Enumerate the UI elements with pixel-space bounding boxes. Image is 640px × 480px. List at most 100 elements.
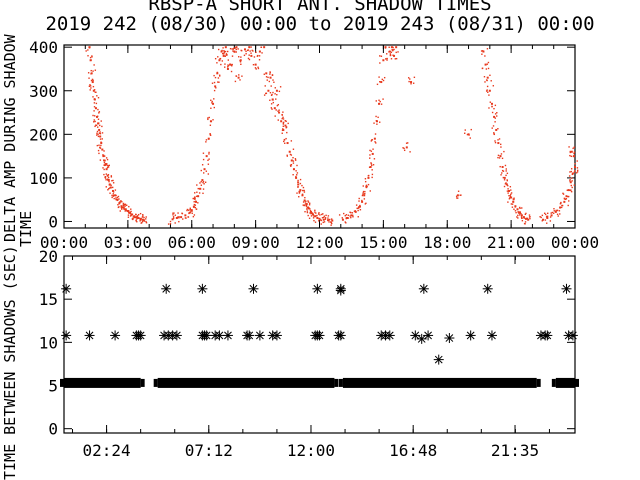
data-point	[362, 185, 364, 187]
data-point	[184, 214, 187, 217]
data-point	[122, 202, 125, 205]
data-point	[224, 63, 226, 65]
data-point	[324, 217, 327, 219]
data-point	[261, 52, 263, 54]
data-point	[553, 208, 555, 210]
data-point	[330, 224, 332, 226]
data-point	[304, 211, 306, 213]
data-point	[363, 194, 366, 197]
data-point	[345, 217, 347, 219]
data-point	[546, 216, 549, 219]
data-point	[96, 130, 99, 133]
y-tick-label: 5	[48, 377, 58, 396]
data-point	[494, 113, 497, 115]
data-point	[301, 193, 304, 195]
data-point	[210, 120, 213, 123]
data-point	[93, 119, 95, 121]
data-point	[172, 216, 175, 218]
data-point	[106, 163, 108, 165]
data-point	[486, 79, 488, 82]
data-point	[364, 180, 367, 183]
data-point	[207, 173, 210, 175]
data-point	[204, 181, 207, 183]
data-point	[167, 223, 170, 225]
data-point	[126, 204, 128, 206]
data-point	[480, 50, 483, 52]
data-point	[307, 200, 309, 202]
data-point	[381, 78, 384, 81]
data-point	[224, 46, 227, 49]
data-point	[92, 89, 95, 92]
data-point	[230, 70, 233, 73]
data-point	[375, 120, 378, 122]
data-point	[202, 158, 205, 161]
data-point	[173, 212, 175, 214]
data-point	[516, 216, 518, 218]
data-point	[92, 96, 94, 98]
dense-band	[342, 377, 537, 388]
data-point	[503, 176, 506, 179]
data-point	[126, 210, 128, 212]
data-point	[493, 133, 495, 135]
data-point	[283, 139, 286, 141]
data-point	[199, 187, 202, 190]
data-point	[487, 67, 490, 70]
data-point	[364, 192, 366, 195]
data-point	[221, 52, 224, 55]
data-point	[352, 216, 354, 218]
data-point	[105, 179, 107, 181]
data-point	[194, 198, 196, 201]
data-point	[305, 204, 308, 207]
data-point	[379, 55, 381, 57]
data-point	[286, 154, 288, 157]
data-point	[111, 180, 113, 182]
data-point	[292, 174, 294, 176]
data-point	[134, 216, 137, 219]
data-point	[485, 90, 488, 92]
data-point	[569, 150, 571, 153]
x-tick-label: 18:00	[423, 233, 471, 252]
data-point	[290, 140, 293, 142]
data-point	[270, 85, 272, 87]
data-point	[382, 79, 385, 82]
data-point	[181, 212, 184, 215]
data-point	[191, 210, 193, 212]
data-point	[393, 48, 395, 51]
data-point	[107, 173, 110, 176]
data-point	[373, 158, 376, 160]
data-point	[142, 213, 144, 216]
data-point	[497, 156, 499, 159]
data-point	[90, 73, 92, 75]
data-point	[97, 149, 100, 152]
data-point	[161, 283, 172, 294]
data-point	[220, 50, 223, 53]
data-point	[271, 330, 282, 341]
data-point	[103, 173, 105, 176]
data-point	[503, 185, 506, 188]
data-point	[319, 219, 322, 221]
data-point	[99, 131, 101, 133]
data-point	[117, 195, 120, 198]
data-point	[114, 194, 117, 197]
data-point	[235, 75, 237, 77]
data-point	[100, 144, 102, 147]
bottom-panel: 0 5 10 15 20 02:24 07:12 12:00 16:48 21:35	[39, 247, 579, 460]
chart-title-line2: 2019 242 (08/30) 00:00 to 2019 243 (08/3…	[45, 13, 595, 35]
data-point	[561, 283, 572, 294]
data-point	[573, 151, 576, 153]
data-point	[139, 212, 142, 215]
data-point	[521, 207, 523, 209]
data-point	[194, 197, 196, 200]
data-point	[379, 121, 381, 123]
data-point	[171, 330, 182, 341]
data-point	[198, 188, 201, 190]
data-point	[486, 76, 489, 79]
data-point	[269, 92, 272, 94]
data-point	[106, 174, 109, 177]
data-point	[91, 55, 93, 57]
data-point	[98, 132, 101, 134]
data-point	[186, 208, 189, 211]
data-point	[309, 210, 312, 213]
data-point	[93, 98, 96, 100]
data-point	[94, 107, 97, 110]
